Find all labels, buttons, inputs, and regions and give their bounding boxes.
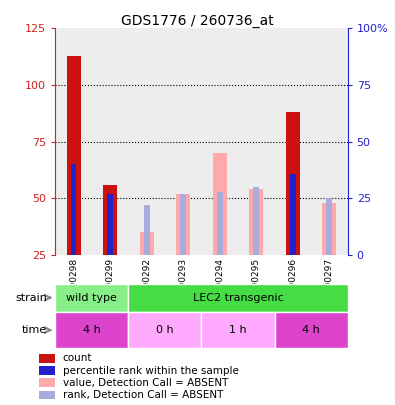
Bar xyxy=(275,28,311,255)
Bar xyxy=(103,185,117,255)
Text: count: count xyxy=(62,354,92,363)
Text: strain: strain xyxy=(15,293,47,303)
Bar xyxy=(253,187,259,255)
Bar xyxy=(180,194,186,255)
Text: 4 h: 4 h xyxy=(83,325,101,335)
Bar xyxy=(55,284,128,312)
Bar xyxy=(128,312,201,348)
Bar xyxy=(39,378,55,387)
Text: time: time xyxy=(22,325,47,335)
Bar xyxy=(107,194,113,255)
Bar xyxy=(326,198,332,255)
Bar xyxy=(286,112,300,255)
Bar xyxy=(275,312,348,348)
Bar xyxy=(165,28,201,255)
Text: percentile rank within the sample: percentile rank within the sample xyxy=(62,366,239,375)
Bar xyxy=(290,173,296,255)
Text: rank, Detection Call = ABSENT: rank, Detection Call = ABSENT xyxy=(62,390,223,400)
Bar xyxy=(201,312,275,348)
Bar xyxy=(176,194,190,255)
Bar xyxy=(213,153,227,255)
Bar xyxy=(128,284,348,312)
Bar xyxy=(55,28,92,255)
Bar xyxy=(55,312,128,348)
Text: value, Detection Call = ABSENT: value, Detection Call = ABSENT xyxy=(62,378,228,388)
Bar xyxy=(67,55,81,255)
Bar xyxy=(322,203,336,255)
Text: 1 h: 1 h xyxy=(229,325,247,335)
Text: GDS1776 / 260736_at: GDS1776 / 260736_at xyxy=(121,14,274,28)
Bar xyxy=(71,164,77,255)
Bar xyxy=(217,192,223,255)
Bar xyxy=(128,28,165,255)
Bar xyxy=(39,366,55,375)
Bar xyxy=(249,190,263,255)
Bar xyxy=(201,28,238,255)
Bar xyxy=(140,232,154,255)
Bar xyxy=(39,390,55,399)
Text: LEC2 transgenic: LEC2 transgenic xyxy=(193,293,283,303)
Bar xyxy=(311,28,348,255)
Bar xyxy=(92,28,128,255)
Bar xyxy=(144,205,150,255)
Text: 0 h: 0 h xyxy=(156,325,174,335)
Bar xyxy=(238,28,275,255)
Bar xyxy=(39,354,55,363)
Text: 4 h: 4 h xyxy=(302,325,320,335)
Text: wild type: wild type xyxy=(66,293,117,303)
